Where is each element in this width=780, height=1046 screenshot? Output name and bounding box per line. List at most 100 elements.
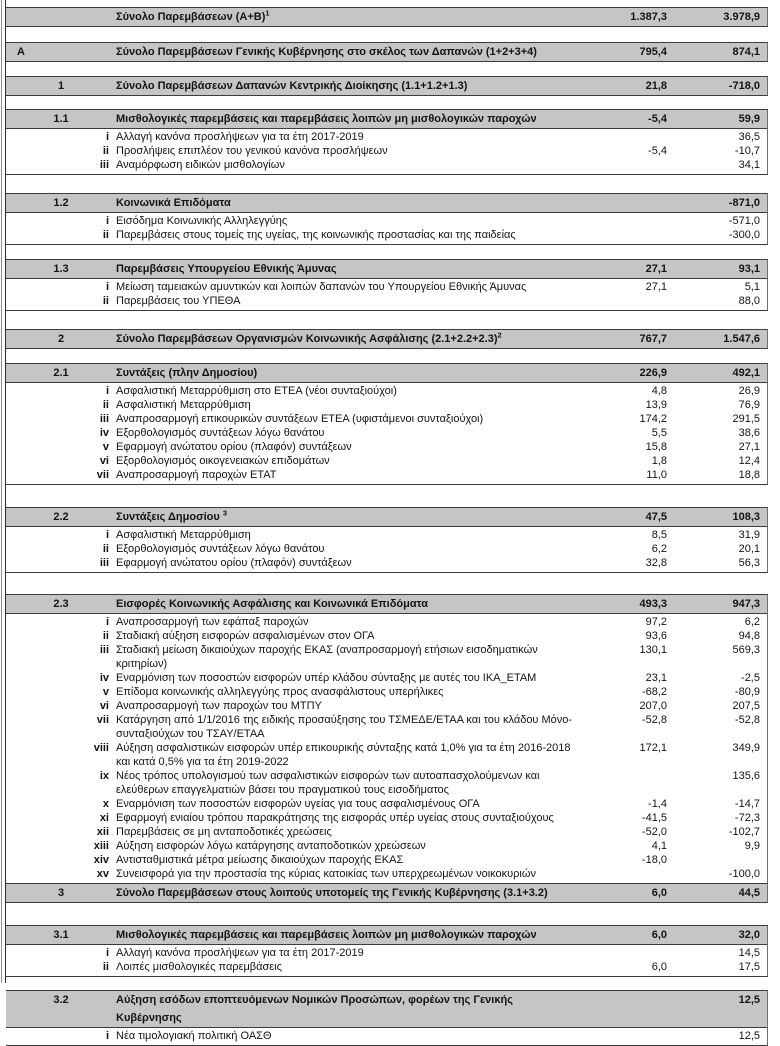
value-col2: -52,8 xyxy=(734,714,760,726)
value-col2: 947,3 xyxy=(732,598,760,610)
value-col2: 88,0 xyxy=(738,295,760,307)
row-label: Ασφαλιστική Μεταρρύθμιση xyxy=(116,399,251,411)
row-roman: i xyxy=(105,947,109,959)
item-row: i Μείωση ταμειακών αμυντικών και λοιπών δ… xyxy=(6,280,767,294)
value-col1: 1,8 xyxy=(651,455,667,467)
header-row-total-other-subsectors-3: 3 Σύνολο Παρεμβάσεων στους λοιπούς υποτομ… xyxy=(6,884,767,902)
header-row-total-a-plus-b: Σύνολο Παρεμβάσεων (Α+Β)1 1.387,3 3.978,9 xyxy=(6,8,767,26)
value-col2: 5,1 xyxy=(744,281,760,293)
item-row: iii Αναπροσαρμογή επικουρικών συντάξεων Ε… xyxy=(6,412,767,426)
row-number: 3.1 xyxy=(53,929,69,941)
value-col1: -52,8 xyxy=(641,714,667,726)
value-col2: -102,7 xyxy=(728,826,760,838)
row-label: Κοινωνικά Επιδόματα xyxy=(116,197,231,209)
value-col2: 6,2 xyxy=(744,616,760,628)
block-section-2-1: 2.1 Συντάξεις (πλην Δημοσίου) 226,9 492,1 i Α… xyxy=(6,363,768,485)
value-col1: 6,2 xyxy=(651,543,667,555)
row-roman: iii xyxy=(99,644,109,656)
item-row: ii Ασφαλιστική Μεταρρύθμιση 13,9 76,9 xyxy=(6,398,767,412)
value-col1: 23,1 xyxy=(645,672,667,684)
item-row: ii Λοιπές μισθολογικές παρεμβάσεις 6,0 17,5 xyxy=(6,960,767,974)
value-col1: 207,0 xyxy=(639,700,667,712)
value-col1: 32,8 xyxy=(645,557,667,569)
row-label: Ασφαλιστική Μεταρρύθμιση στο ΕΤΕΑ (νέοι … xyxy=(116,385,397,397)
value-col2: 135,6 xyxy=(732,770,760,782)
value-col2: 26,9 xyxy=(738,385,760,397)
value-col1: 130,1 xyxy=(639,644,667,656)
value-col2: -10,7 xyxy=(734,145,760,157)
row-label: Επίδομα κοινωνικής αλληλεγγύης προς ανασ… xyxy=(116,686,444,698)
row-label: Εξορθολογισμός συντάξεων λόγω θανάτου xyxy=(116,543,325,555)
row-label: Αντισταθμιστικά μέτρα μείωσης δικαιούχων… xyxy=(116,854,404,866)
value-col2: -718,0 xyxy=(728,80,760,92)
item-row: ii Παρεμβάσεις στους τομείς της υγείας, τ… xyxy=(6,228,767,242)
item-row: ix Νέος τρόπος υπολογισμού των ασφαλιστικ… xyxy=(6,769,767,797)
block-section-1-3: 1.3 Παρεμβάσεις Υπουργείου Εθνικής Άμυνας… xyxy=(6,259,768,311)
header-row-total-general-government-A: Α Σύνολο Παρεμβάσεων Γενικής Κυβέρνησης σ… xyxy=(6,43,767,61)
row-label: Εφαρμογή ανώτατου ορίου (πλαφόν) συντάξε… xyxy=(116,441,352,453)
item-row: xv Συνεισφορά για την προστασία της κύρια… xyxy=(6,867,767,881)
row-roman: ii xyxy=(102,145,109,157)
value-col1: 795,4 xyxy=(639,46,667,58)
row-label: Κατάργηση από 1/1/2016 της ειδικής προσα… xyxy=(116,714,573,740)
value-col1: 47,5 xyxy=(645,511,667,523)
value-col1: 493,3 xyxy=(639,598,667,610)
value-col2: 492,1 xyxy=(732,367,760,379)
block-section-2-2: 2.2 Συντάξεις Δημοσίου 3 47,5 108,3 i Ασφαλισ… xyxy=(6,507,768,573)
value-col1: 1.387,3 xyxy=(630,11,667,23)
value-col1: -5,4 xyxy=(648,145,667,157)
item-row: xii Παρεμβάσεις σε μη ανταποδοτικές χρεώσ… xyxy=(6,825,767,839)
value-col1: 27,1 xyxy=(645,263,667,275)
value-col1: 5,5 xyxy=(651,427,667,439)
row-roman: vi xyxy=(99,455,109,467)
row-roman: xii xyxy=(96,826,109,838)
row-roman: i xyxy=(105,131,109,143)
item-row: xi Εφαρμογή ενιαίου τρόπου παρακράτησης τ… xyxy=(6,811,767,825)
item-row: i Εισόδημα Κοινωνικής Αλληλεγγύης -571,0 xyxy=(6,214,767,228)
block-total-central-administration-1: 1 Σύνολο Παρεμβάσεων Δαπανών Κεντρικής Δι… xyxy=(6,76,768,96)
row-roman: xv xyxy=(96,868,109,880)
table-left-border-line xyxy=(5,0,6,983)
row-label: Εισόδημα Κοινωνικής Αλληλεγγύης xyxy=(116,215,288,227)
value-col2: -2,5 xyxy=(741,672,760,684)
block-section-1-1: 1.1 Μισθολογικές παρεμβάσεις και παρεμβάσ… xyxy=(6,109,768,175)
block-section-3-1: 3.1 Μισθολογικές παρεμβάσεις και παρεμβάσ… xyxy=(6,925,768,977)
row-label: Συνεισφορά για την προστασία της κύριας … xyxy=(116,868,536,880)
row-roman: i xyxy=(105,385,109,397)
item-row: vii Κατάργηση από 1/1/2016 της ειδικής πρ… xyxy=(6,713,767,741)
value-col2: 56,3 xyxy=(738,557,760,569)
value-col2: 32,0 xyxy=(738,929,760,941)
row-number: 1.2 xyxy=(53,197,69,209)
value-col2: -100,0 xyxy=(728,868,760,880)
value-col1: -1,4 xyxy=(648,798,667,810)
row-roman: xiv xyxy=(93,854,109,866)
value-col1: 93,6 xyxy=(645,630,667,642)
row-roman: iii xyxy=(99,413,109,425)
row-roman: xiii xyxy=(93,840,109,852)
value-col2: 59,9 xyxy=(738,113,760,125)
row-label: Ασφαλιστική Μεταρρύθμιση xyxy=(116,529,251,541)
row-label: Μισθολογικές παρεμβάσεις και παρεμβάσεις… xyxy=(116,929,537,941)
value-col1: -41,5 xyxy=(641,812,667,824)
items-section-2-3: i Αναπροσαρμογή των εφάπαξ παροχών 97,2 6,2… xyxy=(6,614,767,883)
row-roman: i xyxy=(105,529,109,541)
block-section-1-2: 1.2 Κοινωνικά Επιδόματα -871,0 i Εισόδημα Κο… xyxy=(6,193,768,245)
footnote-marker: 1 xyxy=(265,8,270,18)
item-row: iv Εναρμόνιση των ποσοστών εισφορών υπέρ … xyxy=(6,671,767,685)
items-section-3-1: i Αλλαγή κανόνα προσλήψεων για τα έτη 201… xyxy=(6,945,767,976)
items-section-1-1: i Αλλαγή κανόνα προσλήψεων για τα έτη 201… xyxy=(6,129,767,174)
row-roman: iii xyxy=(99,159,109,171)
value-col2: 94,8 xyxy=(738,630,760,642)
item-row: ii Εξορθολογισμός συντάξεων λόγω θανάτου 6… xyxy=(6,542,767,556)
row-number: 1.3 xyxy=(53,263,69,275)
value-col2: 76,9 xyxy=(738,399,760,411)
row-roman: vii xyxy=(96,469,109,481)
value-col2: 569,3 xyxy=(732,644,760,656)
block-total-a-plus-b: Σύνολο Παρεμβάσεων (Α+Β)1 1.387,3 3.978,9 xyxy=(6,7,768,27)
value-col2: 12,5 xyxy=(738,1030,760,1042)
row-roman: xi xyxy=(99,812,109,824)
row-label: Αναπροσαρμογή παροχών ΕΤΑΤ xyxy=(116,469,277,481)
row-number: 2.1 xyxy=(53,367,69,379)
header-row-total-social-security-2: 2 Σύνολο Παρεμβάσεων Οργανισμών Κοινωνική… xyxy=(6,330,767,348)
row-label: Σύνολο Παρεμβάσεων στους λοιπούς υποτομε… xyxy=(116,887,548,899)
